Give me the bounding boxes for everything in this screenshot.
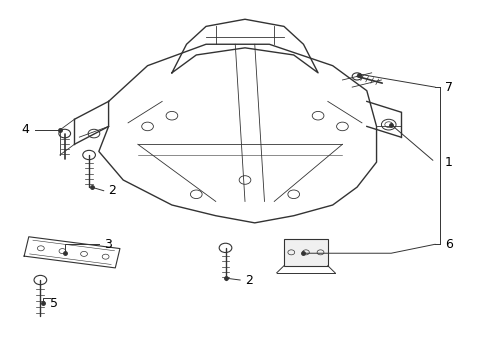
- Text: 6: 6: [445, 238, 453, 251]
- Text: 3: 3: [104, 238, 112, 251]
- Text: 1: 1: [445, 156, 453, 168]
- Text: 4: 4: [21, 123, 29, 136]
- Bar: [284, 239, 328, 266]
- Text: 5: 5: [50, 297, 58, 310]
- Text: 2: 2: [109, 184, 117, 197]
- Text: 2: 2: [245, 274, 253, 287]
- Text: 7: 7: [445, 81, 453, 94]
